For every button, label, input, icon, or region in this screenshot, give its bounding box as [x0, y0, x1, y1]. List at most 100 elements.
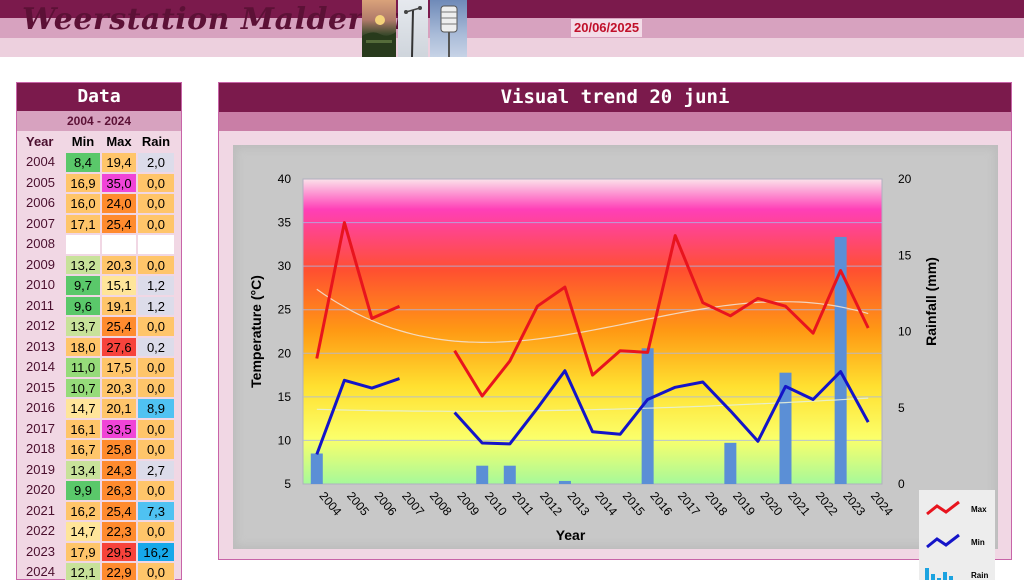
min-legend-swatch [926, 533, 960, 549]
table-row: 2022 14,7 22,3 0,0 [17, 521, 181, 542]
cell-min: 16,7 [65, 439, 101, 460]
current-date: 20/06/2025 [571, 19, 643, 37]
cell-rain: 2,7 [137, 459, 175, 480]
header-middle-bar [0, 18, 1024, 38]
data-table-body: 2004 8,4 19,4 2,0 2005 16,9 35,0 0,0 2006 16,0 24,… [17, 152, 181, 580]
cell-min: 13,4 [65, 459, 101, 480]
rain-legend-swatch [943, 572, 947, 580]
x-tick-label: 2024 [868, 489, 896, 519]
table-row: 2021 16,2 25,4 7,3 [17, 500, 181, 521]
x-tick-label: 2010 [482, 489, 510, 519]
x-tick-label: 2009 [454, 489, 482, 519]
x-tick-label: 2020 [758, 489, 786, 519]
table-row: 2010 9,7 15,1 1,2 [17, 275, 181, 296]
x-axis-label: Year [556, 527, 586, 543]
table-row: 2016 14,7 20,1 8,9 [17, 398, 181, 419]
cell-max: 22,3 [101, 521, 137, 542]
x-tick-label: 2019 [730, 489, 758, 519]
cell-rain: 0,0 [137, 316, 175, 337]
cell-max: 19,4 [101, 152, 137, 173]
rain-legend-swatch [925, 568, 929, 580]
y-tick-label: 40 [278, 172, 292, 186]
y2-tick-label: 5 [898, 401, 905, 415]
x-tick-label: 2008 [427, 489, 455, 519]
max-legend-swatch [926, 500, 960, 516]
cell-year: 2018 [26, 441, 55, 456]
cell-max: 17,5 [101, 357, 137, 378]
cell-year: 2023 [26, 543, 55, 559]
cell-year: 2019 [26, 461, 55, 477]
table-row: 2011 9,6 19,1 1,2 [17, 295, 181, 316]
x-tick-label: 2021 [785, 489, 813, 519]
cell-max: 25,4 [101, 213, 137, 234]
rain-bar [834, 236, 847, 484]
table-row: 2019 13,4 24,3 2,7 [17, 459, 181, 480]
data-table-header: Year Min Max Rain [17, 131, 181, 152]
table-row: 2004 8,4 19,4 2,0 [17, 152, 181, 173]
x-tick-label: 2023 [840, 489, 868, 519]
cell-rain: 0,0 [137, 193, 175, 214]
cell-max: 15,1 [101, 275, 137, 296]
table-row: 2008 [17, 234, 181, 255]
max-trend-curve [316, 288, 869, 344]
cell-max: 25,4 [101, 500, 137, 521]
header-bottom-bar [0, 38, 1024, 57]
x-tick-label: 2022 [813, 489, 841, 519]
cell-max: 25,4 [101, 316, 137, 337]
cell-max: 20,3 [101, 254, 137, 275]
y-tick-label: 35 [278, 216, 292, 230]
y2-tick-label: 0 [898, 477, 905, 491]
cell-year: 2020 [26, 482, 55, 497]
table-row: 2013 18,0 27,6 0,2 [17, 336, 181, 357]
x-tick-label: 2015 [620, 489, 648, 519]
cell-min: 12,1 [65, 562, 101, 580]
y2-tick-label: 15 [898, 248, 912, 262]
x-tick-label: 2016 [647, 489, 675, 519]
cell-max: 29,5 [101, 541, 137, 562]
cell-min: 13,7 [65, 316, 101, 337]
header-photo-sunset [362, 0, 396, 57]
cell-rain [137, 234, 175, 255]
data-table-period: 2004 - 2024 [17, 111, 181, 131]
cell-min: 14,7 [65, 521, 101, 542]
cell-min: 16,1 [65, 418, 101, 439]
cell-rain: 1,2 [137, 275, 175, 296]
x-tick-label: 2004 [316, 489, 344, 519]
table-row: 2012 13,7 25,4 0,0 [17, 316, 181, 337]
cell-min: 17,9 [65, 541, 101, 562]
x-tick-label: 2014 [592, 489, 620, 519]
chart-legend: Max Min Rain [919, 490, 995, 580]
cell-year: 2008 [26, 236, 55, 251]
legend-label: Max [971, 505, 987, 514]
cell-min: 8,4 [65, 152, 101, 173]
cell-min: 9,7 [65, 275, 101, 296]
x-tick-label: 2011 [509, 489, 537, 518]
legend-svg: Max Min Rain [925, 500, 988, 580]
cell-rain: 0,0 [137, 418, 175, 439]
cell-rain: 0,0 [137, 172, 175, 193]
cell-rain: 0,0 [137, 377, 175, 398]
table-row: 2024 12,1 22,9 0,0 [17, 562, 181, 580]
cell-year: 2022 [26, 523, 55, 538]
x-tick-label: 2013 [565, 489, 593, 519]
cell-max: 24,3 [101, 459, 137, 480]
cell-rain: 0,0 [137, 254, 175, 275]
cell-year: 2006 [26, 195, 55, 210]
table-row: 2005 16,9 35,0 0,0 [17, 172, 181, 193]
header-top-bar [0, 0, 1024, 18]
cell-year: 2021 [26, 502, 55, 518]
y-tick-label: 30 [278, 259, 292, 273]
legend-label: Min [971, 538, 985, 547]
cell-min: 18,0 [65, 336, 101, 357]
cell-rain: 8,9 [137, 398, 175, 419]
rain-bar [310, 453, 323, 484]
cell-min: 16,0 [65, 193, 101, 214]
header-photo-stevenson-screen [430, 0, 467, 57]
table-row: 2009 13,2 20,3 0,0 [17, 254, 181, 275]
cell-rain: 0,0 [137, 213, 175, 234]
cell-rain: 0,2 [137, 336, 175, 357]
rain-bar [503, 465, 516, 484]
cell-rain: 0,0 [137, 439, 175, 460]
